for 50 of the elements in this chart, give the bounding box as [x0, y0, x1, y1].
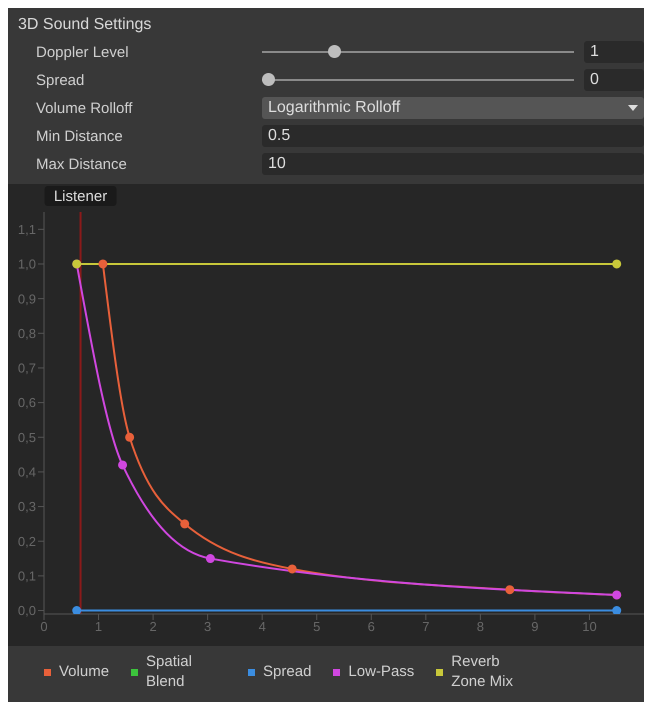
x-tick-label: 1	[94, 619, 102, 634]
x-tick-label: 9	[531, 619, 539, 634]
ref-line-label: Listener	[54, 188, 108, 205]
point	[72, 606, 82, 614]
point	[118, 460, 128, 470]
y-tick-label: 0,1	[18, 568, 36, 584]
legend-label: Spatial Blend	[146, 652, 193, 692]
chart-title: 3D Sound Settings	[17, 15, 152, 35]
y-tick-label: 1,0	[18, 256, 36, 272]
text: Volume Rolloff	[36, 100, 134, 116]
text: Doppler Level	[36, 44, 130, 60]
x-tick-label: 4	[258, 619, 266, 634]
x-tick-label: 5	[313, 619, 320, 634]
y-tick-label: 0,0	[18, 603, 36, 618]
legend-label: Reverb Zone Mix	[451, 652, 514, 692]
point	[612, 259, 622, 268]
point	[98, 259, 108, 268]
y-tick-label: 0,7	[18, 360, 36, 376]
text: Logarithmic Rolloff	[268, 98, 400, 118]
text: Spread	[36, 72, 86, 88]
x-tick-label: 2	[149, 619, 157, 634]
y-tick-label: 0,8	[18, 326, 36, 341]
text: 0.5	[268, 126, 290, 146]
x-tick-label: 0	[40, 619, 48, 634]
point	[505, 585, 514, 594]
text: Min Distance	[36, 128, 124, 144]
text: 0	[584, 69, 644, 91]
text: Max Distance	[36, 156, 128, 172]
x-tick-label: 7	[422, 619, 430, 634]
y-tick-label: 1,1	[18, 222, 36, 237]
x-tick-label: 6	[368, 619, 375, 634]
point	[206, 554, 215, 564]
legend-label: Low-Pass	[348, 662, 414, 682]
y-tick-label: 0,6	[18, 395, 36, 410]
y-tick-label: 0,3	[18, 499, 36, 514]
y-tick-label: 0,5	[18, 430, 36, 445]
text: 1	[584, 41, 644, 63]
y-tick-label: 0,2	[18, 534, 36, 549]
point	[288, 564, 297, 574]
point	[180, 519, 190, 528]
legend-label: Spread	[263, 662, 312, 682]
legend-label: Volume	[59, 662, 110, 682]
x-tick-label: 8	[476, 619, 484, 634]
x-tick-label: 3	[204, 619, 212, 634]
y-tick-label: 0,4	[18, 464, 36, 480]
text: 10	[268, 154, 286, 174]
y-tick-label: 0,9	[18, 291, 36, 306]
point	[612, 606, 622, 614]
x-tick-label: 10	[582, 619, 597, 634]
point	[125, 432, 134, 442]
